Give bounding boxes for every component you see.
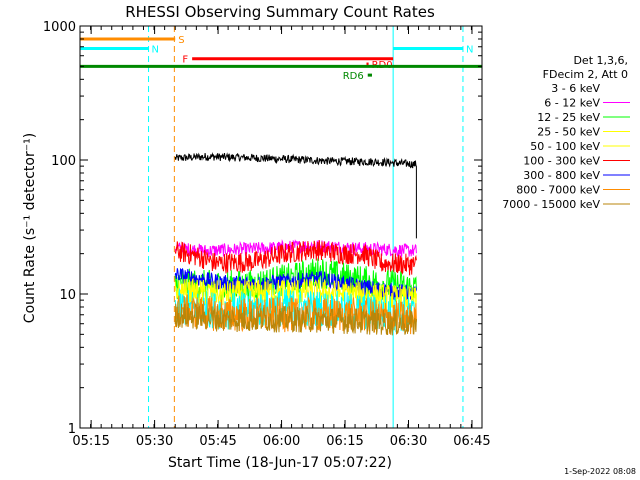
x-tick-label-0: 05:15	[72, 434, 109, 449]
legend-header-1: FDecim 2, Att 0	[543, 68, 628, 81]
x-tick-label-1: 05:30	[136, 434, 173, 449]
y-tick-label-0: 1	[68, 422, 76, 437]
legend-label-2: 12 - 25 keV	[537, 111, 600, 124]
legend-label-6: 300 - 800 keV	[523, 169, 600, 182]
legend-header-0: Det 1,3,6,	[573, 54, 628, 67]
legend-label-3: 25 - 50 keV	[537, 126, 600, 139]
state-bar-label-1: N	[152, 44, 159, 55]
y-tick-label-2: 100	[51, 154, 76, 169]
y-axis-label: Count Rate (s⁻¹ detector⁻¹)	[22, 133, 38, 323]
series-line-8	[174, 302, 417, 336]
x-axis-label: Start Time (18-Jun-17 05:07:22)	[168, 455, 392, 471]
x-tick-label-3: 06:00	[263, 434, 300, 449]
state-bar-label-2: N	[466, 44, 473, 55]
legend-label-1: 6 - 12 keV	[544, 97, 600, 110]
legend-label-5: 100 - 300 keV	[523, 155, 600, 168]
y-tick-label-1: 10	[59, 288, 76, 303]
chart-title: RHESSI Observing Summary Count Rates	[125, 3, 435, 21]
x-tick-label-6: 06:45	[453, 434, 490, 449]
legend-label-7: 800 - 7000 keV	[516, 184, 600, 197]
state-bar-label-3: F	[182, 55, 188, 66]
legend-label-0: 3 - 6 keV	[551, 82, 600, 95]
legend: Det 1,3,6,FDecim 2, Att 03 - 6 keV 6 - 12…	[502, 54, 630, 211]
state-bar-label-0: S	[178, 35, 184, 46]
x-tick-label-5: 06:30	[390, 434, 427, 449]
series-line-0	[174, 152, 417, 239]
x-tick-label-4: 06:15	[326, 434, 363, 449]
series-line-1	[174, 239, 417, 258]
y-tick-label-3: 1000	[43, 20, 76, 35]
series-line-2	[174, 240, 417, 276]
x-tick-label-2: 05:45	[199, 434, 236, 449]
legend-label-4: 50 - 100 keV	[530, 140, 600, 153]
legend-label-8: 7000 - 15000 keV	[502, 198, 600, 211]
series-line-5	[174, 277, 417, 312]
plot-area: SNNFRD0RD6110100100005:1505:3005:4506:00…	[43, 20, 491, 449]
footer-date: 1-Sep-2022 08:08	[564, 467, 636, 476]
state-bar-label-5: RD6	[343, 71, 364, 82]
